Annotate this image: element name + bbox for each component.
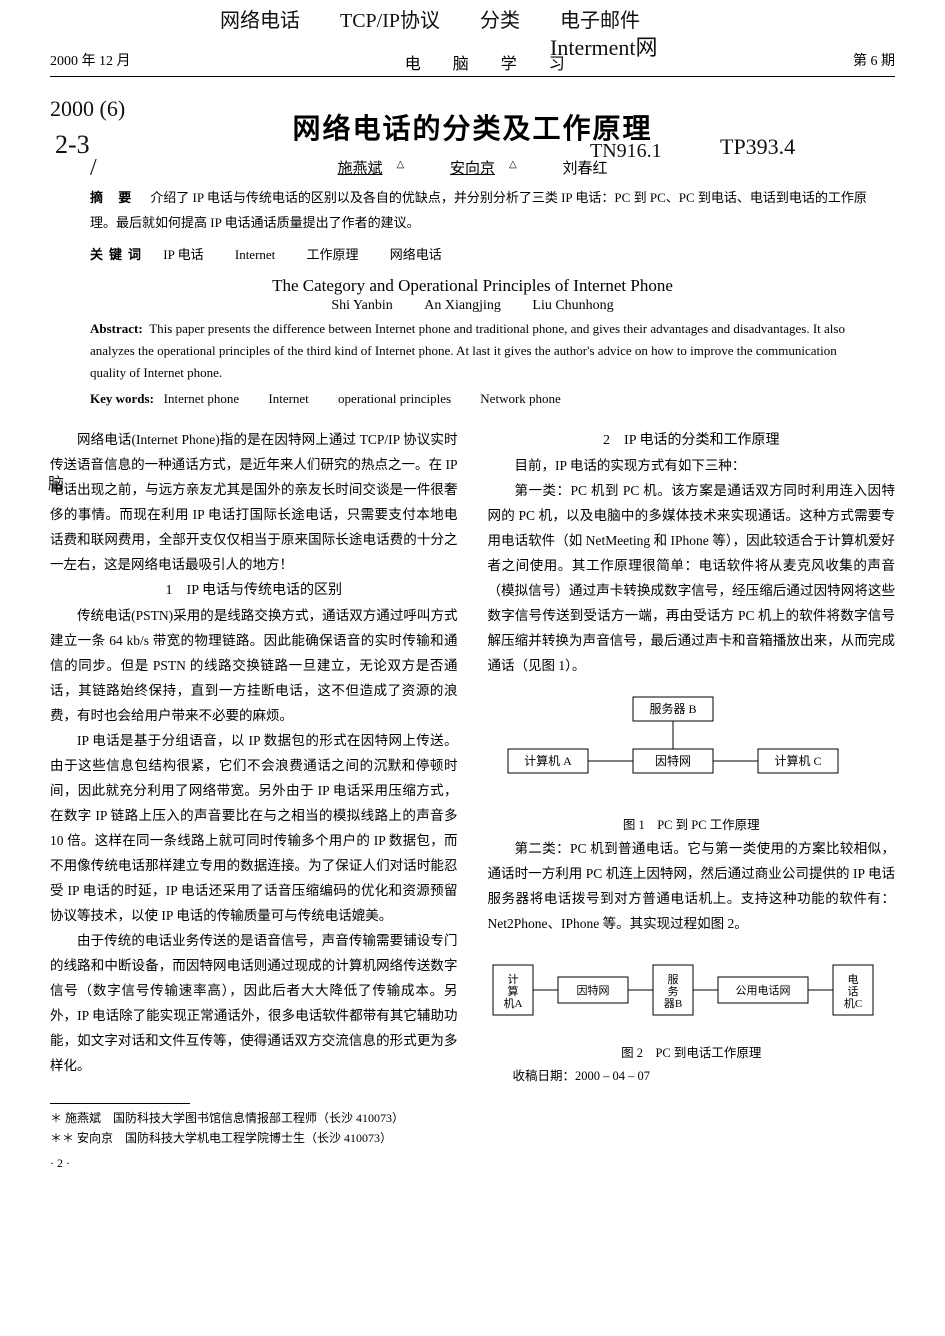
paragraph: 传统电话(PSTN)采用的是线路交换方式，通话双方通过呼叫方式建立一条 64 k… — [50, 604, 458, 729]
footnote: ＊＊ 安向京 国防科技大学机电工程学院博士生（长沙 410073） — [50, 1128, 458, 1148]
authors-zh: 施燕斌△ 安向京△ 刘春红 — [50, 157, 895, 178]
svg-text:器B: 器B — [663, 997, 681, 1010]
paragraph: IP 电话是基于分组语音，以 IP 数据包的形式在因特网上传送。由于这些信息包结… — [50, 729, 458, 929]
keywords-en: Key words: Internet phone Internet opera… — [90, 388, 875, 410]
svg-text:计: 计 — [507, 973, 518, 986]
keyword: Network phone — [480, 391, 561, 406]
fig1-node-left: 计算机 A — [524, 753, 572, 768]
paragraph: 目前，IP 电话的实现方式有如下三种： — [488, 454, 896, 479]
body-columns: 网络电话(Internet Phone)指的是在因特网上通过 TCP/IP 协议… — [50, 428, 895, 1174]
abstract-en-label: Abstract: — [90, 321, 143, 336]
hand-note: 2000 (6) — [50, 96, 125, 122]
svg-text:机C: 机C — [843, 996, 861, 1010]
abstract-en-text: This paper presents the difference betwe… — [90, 321, 845, 380]
keywords-en-label: Key words: — [90, 391, 154, 406]
author: 刘春红 — [562, 161, 607, 177]
running-header: 2000 年 12 月 电 脑 学 习 第 6 期 — [50, 50, 895, 77]
authors-en: Shi Yanbin An Xiangjing Liu Chunhong — [50, 298, 895, 314]
keywords-zh: 关键词 IP 电话 Internet 工作原理 网络电话 — [90, 243, 875, 268]
paragraph: 网络电话(Internet Phone)指的是在因特网上通过 TCP/IP 协议… — [50, 428, 458, 578]
hand-note: TP393.4 — [720, 134, 795, 160]
figure-2-diagram: 计算机A 因特网 服务器B 公用电话网 电话机C — [488, 947, 888, 1027]
svg-text:算: 算 — [507, 984, 518, 998]
column-left: 网络电话(Internet Phone)指的是在因特网上通过 TCP/IP 协议… — [50, 428, 458, 1174]
svg-text:务: 务 — [667, 985, 678, 998]
hand-note: 分类 — [480, 4, 520, 33]
abstract-label: 摘 要 — [90, 190, 137, 205]
abstract-zh: 摘 要 介绍了 IP 电话与传统电话的区别以及各自的优缺点，并分别分析了三类 I… — [90, 186, 875, 235]
figure-2-caption: 图 2 PC 到电话工作原理 — [488, 1042, 896, 1065]
figure-1-caption: 图 1 PC 到 PC 工作原理 — [488, 814, 896, 837]
received-date: 收稿日期：2000 – 04 – 07 — [488, 1065, 896, 1088]
fig1-node-mid: 因特网 — [654, 753, 690, 768]
paragraph: 由于传统的电话业务传送的是语音信号，声音传输需要铺设专门的线路和中断设备，而因特… — [50, 929, 458, 1079]
section-heading: 2 IP 电话的分类和工作原理 — [488, 428, 896, 454]
section-heading: 1 IP 电话与传统电话的区别 — [50, 578, 458, 604]
svg-text:话: 话 — [847, 985, 858, 998]
fig1-node-right: 计算机 C — [774, 753, 821, 768]
paragraph: 第一类：PC 机到 PC 机。该方案是通话双方同时利用连入因特网的 PC 机，以… — [488, 479, 896, 679]
abstract-en: Abstract: This paper presents the differ… — [90, 318, 875, 384]
footnote: ＊ 施燕斌 国防科技大学图书馆信息情报部工程师（长沙 410073） — [50, 1108, 458, 1128]
keyword: 网络电话 — [390, 247, 442, 262]
author: Liu Chunhong — [532, 298, 613, 313]
footnote-separator — [50, 1103, 190, 1104]
fig2-node-2: 因特网 — [576, 983, 609, 997]
svg-text:电: 电 — [847, 973, 858, 986]
svg-text:机A: 机A — [503, 996, 522, 1010]
hand-note: 电子邮件 — [560, 4, 640, 33]
hand-note: 2-3 — [55, 130, 90, 160]
keyword: IP 电话 — [163, 247, 203, 262]
margin-note: 脑 — [48, 470, 64, 494]
header-issue: 第 6 期 — [853, 50, 895, 74]
article-title-en: The Category and Operational Principles … — [50, 276, 895, 296]
fig1-node-top: 服务器 B — [649, 701, 696, 716]
fig2-node-4: 公用电话网 — [735, 984, 790, 997]
author: An Xiangjing — [424, 298, 501, 313]
hand-note: Interment网 — [550, 30, 658, 62]
abstract-text: 介绍了 IP 电话与传统电话的区别以及各自的优缺点，并分别分析了三类 IP 电话… — [90, 190, 867, 230]
keyword: Internet — [235, 247, 275, 262]
keyword: Internet phone — [164, 391, 239, 406]
keyword: 工作原理 — [307, 247, 359, 262]
hand-note: TN916.1 — [590, 140, 662, 163]
author: 安向京△ — [450, 161, 531, 177]
figure-1-diagram: 服务器 B 计算机 A 因特网 计算机 C — [488, 689, 848, 799]
keywords-label: 关键词 — [90, 247, 147, 262]
hand-note: / — [90, 155, 97, 182]
svg-text:服: 服 — [667, 973, 678, 986]
keyword: Internet — [268, 391, 308, 406]
column-right: 2 IP 电话的分类和工作原理 目前，IP 电话的实现方式有如下三种： 第一类：… — [488, 428, 896, 1174]
header-date: 2000 年 12 月 — [50, 50, 131, 74]
author: Shi Yanbin — [331, 298, 392, 313]
hand-note: TCP/IP协议 — [340, 4, 440, 33]
author: 施燕斌△ — [338, 161, 419, 177]
page-number: · 2 · — [50, 1152, 458, 1174]
keyword: operational principles — [338, 391, 451, 406]
paragraph: 第二类：PC 机到普通电话。它与第一类使用的方案比较相似，通话时一方利用 PC … — [488, 837, 896, 937]
hand-note: 网络电话 — [220, 4, 300, 33]
